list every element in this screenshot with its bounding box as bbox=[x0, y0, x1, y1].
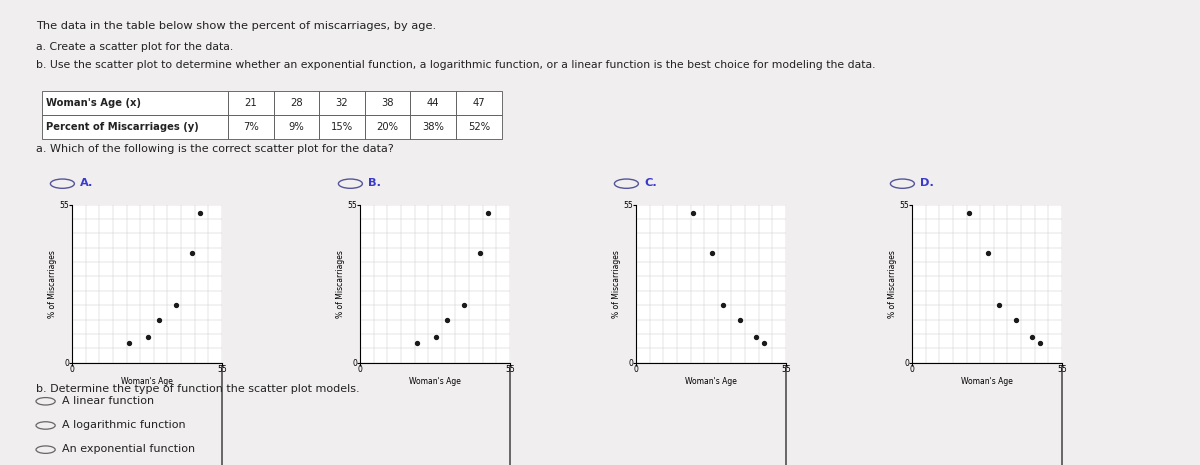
Text: b. Determine the type of function the scatter plot models.: b. Determine the type of function the sc… bbox=[36, 384, 360, 394]
Text: 9%: 9% bbox=[288, 122, 305, 132]
Point bbox=[1006, 316, 1025, 323]
Text: A logarithmic function: A logarithmic function bbox=[62, 420, 186, 430]
Text: 38%: 38% bbox=[422, 122, 444, 132]
Point bbox=[990, 301, 1009, 309]
Text: 15%: 15% bbox=[331, 122, 353, 132]
X-axis label: Woman's Age: Woman's Age bbox=[961, 377, 1013, 385]
Point bbox=[120, 339, 139, 346]
Point bbox=[703, 250, 722, 257]
Text: 7%: 7% bbox=[242, 122, 259, 132]
Text: The data in the table below show the percent of miscarriages, by age.: The data in the table below show the per… bbox=[36, 21, 436, 31]
Point bbox=[1022, 333, 1042, 340]
Text: 32: 32 bbox=[336, 98, 348, 108]
Text: a. Which of the following is the correct scatter plot for the data?: a. Which of the following is the correct… bbox=[36, 144, 394, 154]
Point bbox=[755, 339, 774, 346]
Point bbox=[730, 316, 749, 323]
Text: b. Use the scatter plot to determine whether an exponential function, a logarith: b. Use the scatter plot to determine whe… bbox=[36, 60, 876, 70]
Text: 52%: 52% bbox=[468, 122, 490, 132]
Point bbox=[479, 210, 498, 217]
Point bbox=[150, 316, 169, 323]
Text: A.: A. bbox=[80, 178, 94, 188]
Point bbox=[139, 333, 158, 340]
Text: A linear function: A linear function bbox=[62, 396, 155, 406]
Text: 28: 28 bbox=[290, 98, 302, 108]
Point bbox=[182, 250, 202, 257]
Point bbox=[191, 210, 210, 217]
Text: D.: D. bbox=[920, 178, 935, 188]
Text: An exponential function: An exponential function bbox=[62, 444, 196, 454]
X-axis label: Woman's Age: Woman's Age bbox=[409, 377, 461, 385]
Point bbox=[746, 333, 766, 340]
Point bbox=[960, 210, 979, 217]
Point bbox=[408, 339, 427, 346]
Point bbox=[427, 333, 446, 340]
Text: Woman's Age (x): Woman's Age (x) bbox=[46, 98, 140, 108]
Text: C.: C. bbox=[644, 178, 658, 188]
Text: a. Create a scatter plot for the data.: a. Create a scatter plot for the data. bbox=[36, 42, 233, 52]
Text: 47: 47 bbox=[473, 98, 485, 108]
Text: B.: B. bbox=[368, 178, 382, 188]
Point bbox=[438, 316, 457, 323]
Y-axis label: % of Miscarriages: % of Miscarriages bbox=[888, 250, 898, 318]
Point bbox=[714, 301, 733, 309]
Y-axis label: % of Miscarriages: % of Miscarriages bbox=[336, 250, 346, 318]
Text: 21: 21 bbox=[245, 98, 257, 108]
Point bbox=[684, 210, 703, 217]
Text: 20%: 20% bbox=[377, 122, 398, 132]
Point bbox=[1031, 339, 1050, 346]
Y-axis label: % of Miscarriages: % of Miscarriages bbox=[48, 250, 58, 318]
X-axis label: Woman's Age: Woman's Age bbox=[685, 377, 737, 385]
Text: 44: 44 bbox=[427, 98, 439, 108]
Point bbox=[979, 250, 998, 257]
Y-axis label: % of Miscarriages: % of Miscarriages bbox=[612, 250, 622, 318]
Point bbox=[454, 301, 473, 309]
Point bbox=[166, 301, 185, 309]
Text: 38: 38 bbox=[382, 98, 394, 108]
Text: Percent of Miscarriages (y): Percent of Miscarriages (y) bbox=[46, 122, 198, 132]
Point bbox=[470, 250, 490, 257]
X-axis label: Woman's Age: Woman's Age bbox=[121, 377, 173, 385]
